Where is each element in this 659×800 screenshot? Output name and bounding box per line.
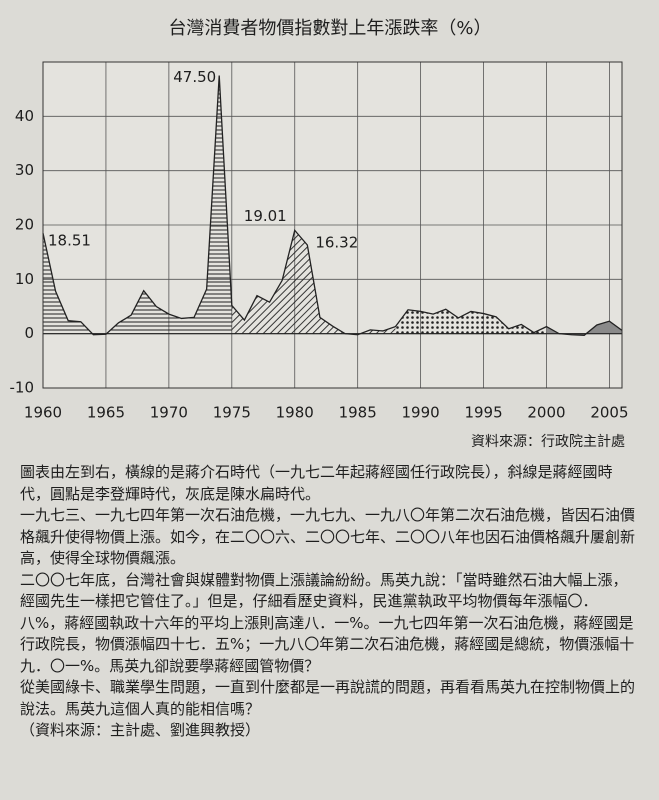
- x-tick-label: 2000: [527, 404, 565, 422]
- paragraph: （資料來源：主計處、劉進興教授）: [20, 721, 261, 739]
- y-tick-label: 40: [15, 107, 34, 125]
- data-label: 18.51: [48, 232, 91, 250]
- x-tick-label: 1970: [150, 404, 188, 422]
- paragraph: 一九七三、一九七四年第一次石油危機，一九七九、一九八〇年第二次石油危機，皆因石油…: [20, 506, 636, 567]
- x-tick-label: 1985: [339, 404, 377, 422]
- x-tick-label: 1965: [87, 404, 125, 422]
- y-tick-label: 0: [24, 324, 34, 342]
- y-tick-label: 30: [15, 161, 34, 179]
- paragraph: 二〇〇七年底，台灣社會與媒體對物價上漲議論紛紛。馬英九說：「當時雖然石油大幅上漲…: [20, 570, 635, 675]
- paragraph: 圖表由左到右，橫線的是蔣介石時代（一九七二年起蔣經國任行政院長），斜線是蔣經國時…: [20, 463, 613, 503]
- data-label: 19.01: [244, 207, 287, 225]
- y-tick-label: -10: [10, 379, 35, 397]
- y-tick-label: 10: [15, 270, 34, 288]
- era-fill: [395, 309, 547, 334]
- y-tick-label: 20: [15, 216, 34, 234]
- data-label: 16.32: [315, 233, 358, 251]
- data-label: 47.50: [173, 68, 216, 86]
- line: [42, 75, 623, 336]
- x-tick-label: 1980: [276, 404, 314, 422]
- x-tick-label: 1975: [213, 404, 251, 422]
- plot-frame: [42, 61, 623, 389]
- source: 資料來源：行政院主計處: [471, 434, 625, 450]
- chart-title: 台灣消費者物價指數對上年漲跌率（%）: [168, 18, 491, 39]
- paragraph: 從美國綠卡、職業學生問題，一直到什麼都是一再說謊的問題，再看看馬英九在控制物價上…: [20, 678, 636, 718]
- x-tick-label: 2005: [590, 404, 628, 422]
- x-tick-label: 1960: [24, 404, 62, 422]
- era-fill: [43, 75, 232, 335]
- body-text: 圖表由左到右，橫線的是蔣介石時代（一九七二年起蔣經國任行政院長），斜線是蔣經國時…: [20, 462, 640, 742]
- x-tick-label: 1990: [402, 404, 440, 422]
- era-fill: [546, 321, 622, 336]
- chart: 台灣消費者物價指數對上年漲跌率（%） 資料來源：行政院主計處 -10 0 10 20 3…: [10, 18, 629, 450]
- x-tick-label: 1995: [464, 404, 502, 422]
